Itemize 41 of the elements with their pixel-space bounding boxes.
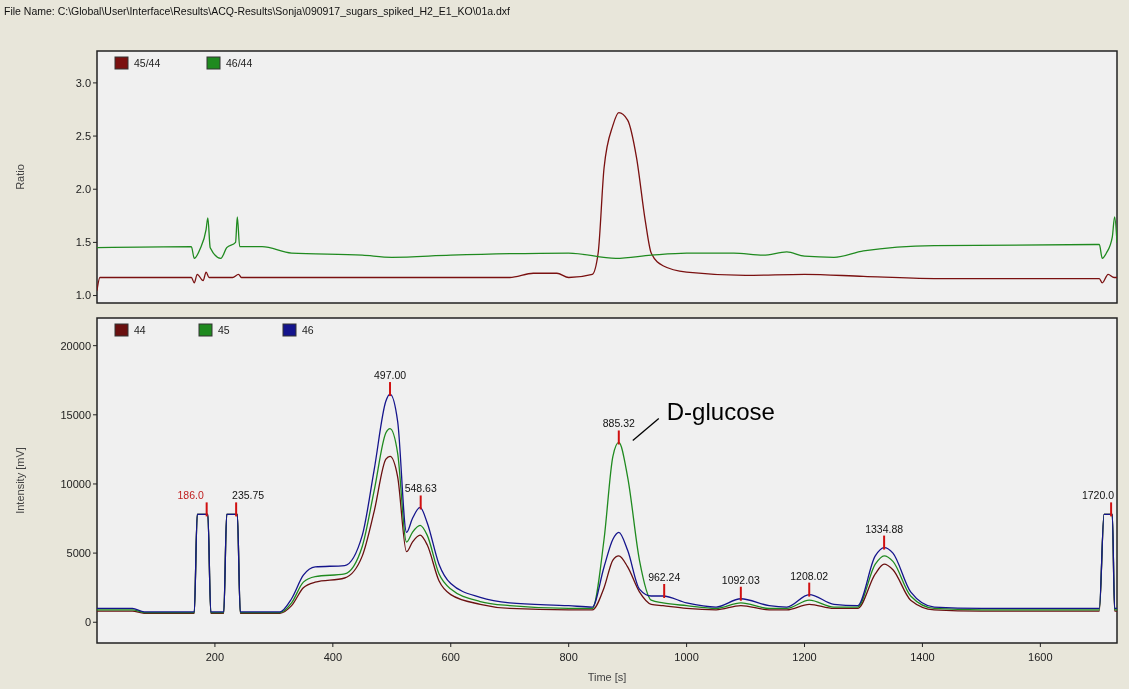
chart-title: File Name: C:\Global\User\Interface\Results\ACQ-Results\Sonja\090917_sugars_spiked_H2_E1_KO\01a.dxf	[4, 5, 511, 17]
legend-label: 46/44	[226, 57, 253, 69]
annotation: 186.0	[177, 489, 204, 502]
x-tick-label: 1600	[1028, 651, 1053, 663]
y-tick-label: 2.5	[75, 129, 91, 142]
y-axis-title: Intensity [mV]	[14, 447, 26, 514]
legend-label: 45	[218, 324, 230, 336]
y-tick-label: 10000	[60, 477, 91, 490]
y-tick-label: 1.0	[75, 289, 91, 302]
y-tick-label: 15000	[60, 408, 91, 421]
x-tick-label: 1000	[674, 651, 699, 663]
y-axis-title: Ratio	[14, 164, 26, 190]
x-tick-label: 1200	[792, 651, 817, 663]
annotation: D-glucose	[666, 398, 775, 426]
legend-label: 46	[302, 324, 314, 336]
annotation: 885.32	[602, 417, 636, 430]
y-tick-label: 0	[84, 616, 91, 629]
y-tick-label: 1.5	[75, 236, 91, 249]
x-axis-title: Time [s]	[587, 671, 627, 683]
x-tick-label: 600	[441, 651, 460, 663]
y-tick-label: 20000	[60, 339, 91, 352]
annotation: 235.75	[232, 489, 265, 502]
line-series	[97, 393, 1117, 613]
line-series	[97, 112, 1117, 291]
x-tick-label: 200	[205, 651, 225, 663]
y-tick-label: 2.0	[75, 183, 91, 196]
annotation: 1092.03	[721, 573, 760, 586]
annotation: 1208.02	[790, 569, 829, 582]
x-tick-label: 400	[323, 651, 343, 663]
legend-label: 44	[134, 324, 146, 336]
annotation: 548.63	[404, 482, 437, 495]
legend-label: 45/44	[134, 57, 161, 69]
x-tick-label: 800	[559, 651, 578, 663]
annotation: 1720.0	[1081, 489, 1115, 502]
line-series	[97, 216, 1117, 259]
annotation: 1334.88	[865, 522, 904, 535]
annotation: 962.24	[648, 570, 681, 583]
annotation: 497.00	[373, 369, 407, 382]
x-tick-label: 1400	[910, 651, 935, 663]
y-tick-label: 3.0	[75, 76, 91, 89]
y-tick-label: 5000	[66, 546, 91, 559]
